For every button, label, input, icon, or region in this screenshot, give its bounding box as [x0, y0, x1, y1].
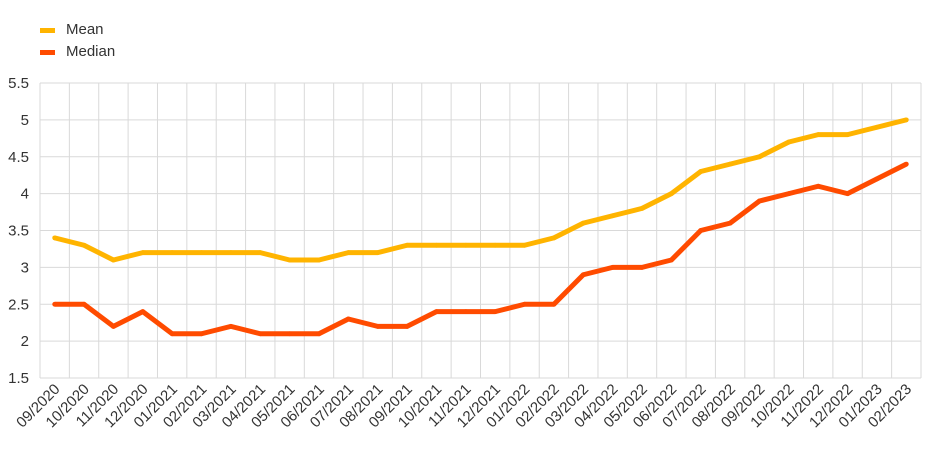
data-point-median: [845, 191, 850, 197]
data-point-median: [345, 316, 351, 322]
data-point-mean: [140, 250, 146, 256]
data-point-mean: [903, 117, 909, 123]
gridlines: [39, 82, 922, 379]
data-point-median: [52, 301, 58, 307]
legend-label-median: Median: [66, 43, 116, 60]
data-point-mean: [287, 257, 293, 263]
y-tick-label: 2.5: [8, 296, 29, 313]
data-point-median: [316, 331, 322, 337]
y-tick-label: 3: [21, 259, 29, 276]
data-point-mean: [345, 250, 351, 256]
legend-item-mean: Mean: [40, 19, 115, 41]
data-point-mean: [727, 161, 733, 167]
data-point-median: [815, 183, 821, 189]
data-point-median: [903, 161, 909, 167]
series-line-mean: [54, 117, 907, 263]
data-point-mean: [874, 124, 880, 130]
data-point-mean: [757, 154, 762, 160]
data-point-median: [757, 198, 762, 204]
data-point-mean: [698, 169, 704, 174]
data-point-median: [81, 301, 87, 307]
y-tick-label: 3.5: [8, 223, 29, 240]
data-point-mean: [551, 235, 557, 241]
data-point-median: [580, 272, 586, 278]
data-point-mean: [52, 235, 58, 241]
data-point-mean: [169, 250, 175, 256]
y-tick-label: 4.5: [8, 149, 29, 166]
data-point-mean: [434, 242, 439, 248]
data-point-mean: [228, 250, 234, 256]
data-point-mean: [492, 242, 498, 248]
series-line-median: [54, 161, 908, 337]
y-tick-label: 4: [21, 186, 29, 203]
y-tick-label: 5: [21, 112, 29, 129]
data-point-median: [610, 264, 616, 270]
data-point-mean: [316, 257, 322, 263]
y-tick-label: 5.5: [8, 75, 29, 92]
data-point-mean: [845, 132, 850, 138]
data-point-mean: [580, 220, 586, 226]
data-point-median: [668, 257, 674, 263]
legend-label-mean: Mean: [66, 21, 104, 38]
data-point-median: [287, 331, 293, 337]
data-point-mean: [610, 213, 616, 219]
series: [52, 117, 909, 337]
data-point-mean: [404, 242, 410, 248]
data-point-median: [434, 309, 439, 315]
data-point-mean: [111, 257, 116, 263]
y-tick-label: 2: [21, 333, 29, 350]
data-point-median: [140, 309, 146, 315]
data-point-median: [375, 323, 381, 329]
data-point-median: [199, 331, 204, 337]
data-point-mean: [522, 242, 527, 248]
data-point-median: [522, 301, 527, 307]
data-point-median: [786, 191, 792, 197]
legend-swatch-median: [40, 49, 55, 55]
data-point-median: [727, 220, 733, 226]
data-point-median: [228, 323, 234, 329]
data-point-median: [111, 323, 116, 329]
legend: Mean Median: [40, 19, 115, 63]
data-point-mean: [668, 191, 674, 197]
data-point-mean: [199, 250, 204, 256]
data-point-mean: [815, 132, 821, 138]
data-point-median: [463, 309, 469, 315]
legend-item-median: Median: [40, 41, 115, 63]
data-point-mean: [786, 139, 792, 145]
data-point-median: [169, 331, 175, 337]
data-point-median: [639, 264, 645, 270]
data-point-median: [404, 323, 410, 329]
data-point-mean: [81, 242, 87, 248]
data-point-mean: [463, 242, 469, 248]
data-point-median: [874, 176, 880, 182]
data-point-median: [551, 301, 557, 307]
legend-swatch-mean: [40, 27, 55, 33]
y-tick-label: 1.5: [8, 370, 29, 387]
data-point-median: [698, 228, 704, 233]
data-point-median: [492, 309, 498, 315]
data-point-median: [257, 331, 263, 337]
data-point-mean: [639, 205, 645, 211]
data-point-mean: [257, 250, 263, 256]
data-point-mean: [375, 250, 381, 256]
